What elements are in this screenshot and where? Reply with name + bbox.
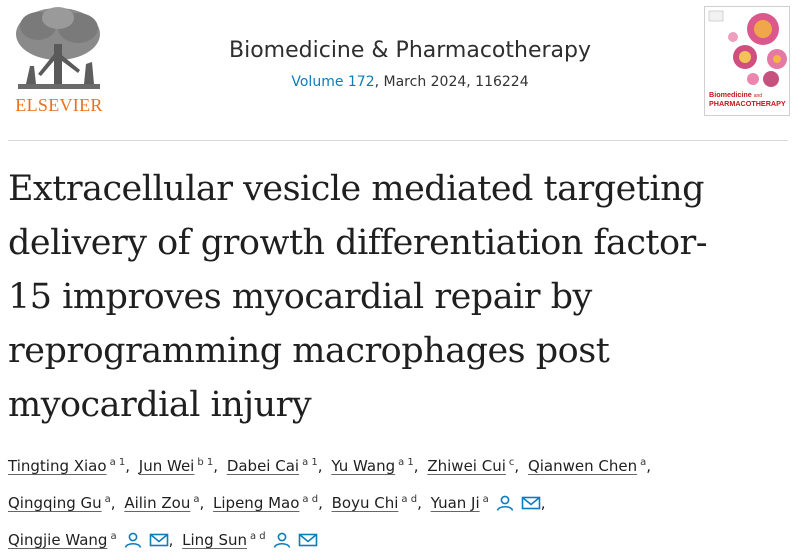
author: Qingqing Gu a bbox=[8, 494, 111, 512]
author-name[interactable]: Tingting Xiao bbox=[8, 457, 107, 475]
author-name[interactable]: Yu Wang bbox=[331, 457, 396, 475]
volume-line: Volume 172, March 2024, 116224 bbox=[150, 74, 670, 90]
cover-title-line1: Biomedicine bbox=[709, 90, 752, 99]
person-icon[interactable] bbox=[272, 526, 292, 548]
author: Dabei Cai a 1 bbox=[227, 457, 318, 475]
author: Zhiwei Cui c bbox=[427, 457, 514, 475]
elsevier-logo[interactable] bbox=[8, 4, 110, 122]
cover-title-and: and bbox=[753, 93, 763, 99]
author-name[interactable]: Ailin Zou bbox=[124, 494, 191, 512]
author-name[interactable]: Ling Sun bbox=[182, 531, 247, 549]
title-line: myocardial injury bbox=[8, 385, 312, 425]
author: Qingjie Wang a bbox=[8, 531, 169, 549]
journal-cover-thumbnail[interactable]: Biomedicine and PHARMACOTHERAPY bbox=[704, 6, 790, 116]
envelope-icon[interactable] bbox=[298, 526, 318, 547]
author: Qianwen Chen a bbox=[528, 457, 646, 475]
issue-date-article-number: , March 2024, 116224 bbox=[374, 74, 529, 90]
title-line: delivery of growth differentiation facto… bbox=[8, 223, 708, 263]
author-affiliation[interactable]: a bbox=[482, 494, 489, 505]
author-affiliation[interactable]: a 1 bbox=[109, 457, 126, 468]
author: Ailin Zou a bbox=[124, 494, 199, 512]
author-affiliation[interactable]: a bbox=[193, 494, 200, 505]
author-affiliation[interactable]: a bbox=[640, 457, 647, 468]
author-affiliation[interactable]: c bbox=[508, 457, 515, 468]
author-affiliation[interactable]: a 1 bbox=[398, 457, 414, 468]
elsevier-tree-icon bbox=[8, 4, 110, 96]
journal-title[interactable]: Biomedicine & Pharmacotherapy bbox=[229, 38, 591, 63]
publisher-name: ELSEVIER bbox=[15, 95, 103, 115]
author-list: Tingting Xiao a 1, Jun Wei b 1, Dabei Cai a… bbox=[8, 457, 652, 549]
author: Yuan Ji a bbox=[431, 494, 541, 512]
journal-info: Biomedicine & Pharmacotherapy Volume 172… bbox=[150, 38, 670, 90]
author: Ling Sun a d bbox=[182, 531, 318, 549]
article-header: ELSEVIER Biomedicine & Pharmacotherapy V… bbox=[0, 0, 805, 140]
cover-artwork-icon bbox=[705, 7, 789, 89]
author-name[interactable]: Lipeng Mao bbox=[213, 494, 300, 512]
author-name[interactable]: Qingqing Gu bbox=[8, 494, 102, 512]
person-icon[interactable] bbox=[123, 526, 143, 548]
article-title: Extracellular vesicle mediated targeting… bbox=[8, 162, 798, 432]
author-affiliation[interactable]: a 1 bbox=[302, 457, 318, 468]
title-line: 15 improves myocardial repair by bbox=[8, 277, 592, 317]
author-name[interactable]: Yuan Ji bbox=[430, 494, 480, 512]
author-name[interactable]: Zhiwei Cui bbox=[427, 457, 506, 475]
author: Tingting Xiao a 1 bbox=[8, 457, 125, 475]
author-name[interactable]: Qingjie Wang bbox=[8, 531, 108, 549]
person-icon[interactable] bbox=[495, 489, 515, 511]
header-divider bbox=[8, 140, 788, 141]
volume-link[interactable]: Volume 172 bbox=[291, 74, 375, 90]
author: Jun Wei b 1 bbox=[139, 457, 213, 475]
author-affiliation[interactable]: a d bbox=[302, 494, 319, 505]
author-affiliation[interactable]: a d bbox=[250, 531, 266, 542]
author-name[interactable]: Boyu Chi bbox=[331, 494, 399, 512]
envelope-icon[interactable] bbox=[521, 489, 541, 510]
author: Yu Wang a 1 bbox=[331, 457, 413, 475]
author-name[interactable]: Qianwen Chen bbox=[527, 457, 638, 475]
author-name[interactable]: Dabei Cai bbox=[226, 457, 300, 475]
cover-title-line2: PHARMACOTHERAPY bbox=[709, 99, 786, 108]
cover-title: Biomedicine and PHARMACOTHERAPY bbox=[709, 91, 787, 108]
author-affiliation[interactable]: a d bbox=[401, 494, 418, 505]
envelope-icon[interactable] bbox=[149, 526, 169, 547]
author-affiliation[interactable]: a bbox=[104, 494, 111, 505]
title-line: reprogramming macrophages post bbox=[8, 331, 610, 371]
author: Boyu Chi a d bbox=[332, 494, 417, 512]
author-name[interactable]: Jun Wei bbox=[138, 457, 195, 475]
title-line: Extracellular vesicle mediated targeting bbox=[8, 169, 705, 209]
author-affiliation[interactable]: a bbox=[110, 531, 117, 542]
author: Lipeng Mao a d bbox=[213, 494, 318, 512]
author-affiliation[interactable]: b 1 bbox=[197, 457, 214, 468]
